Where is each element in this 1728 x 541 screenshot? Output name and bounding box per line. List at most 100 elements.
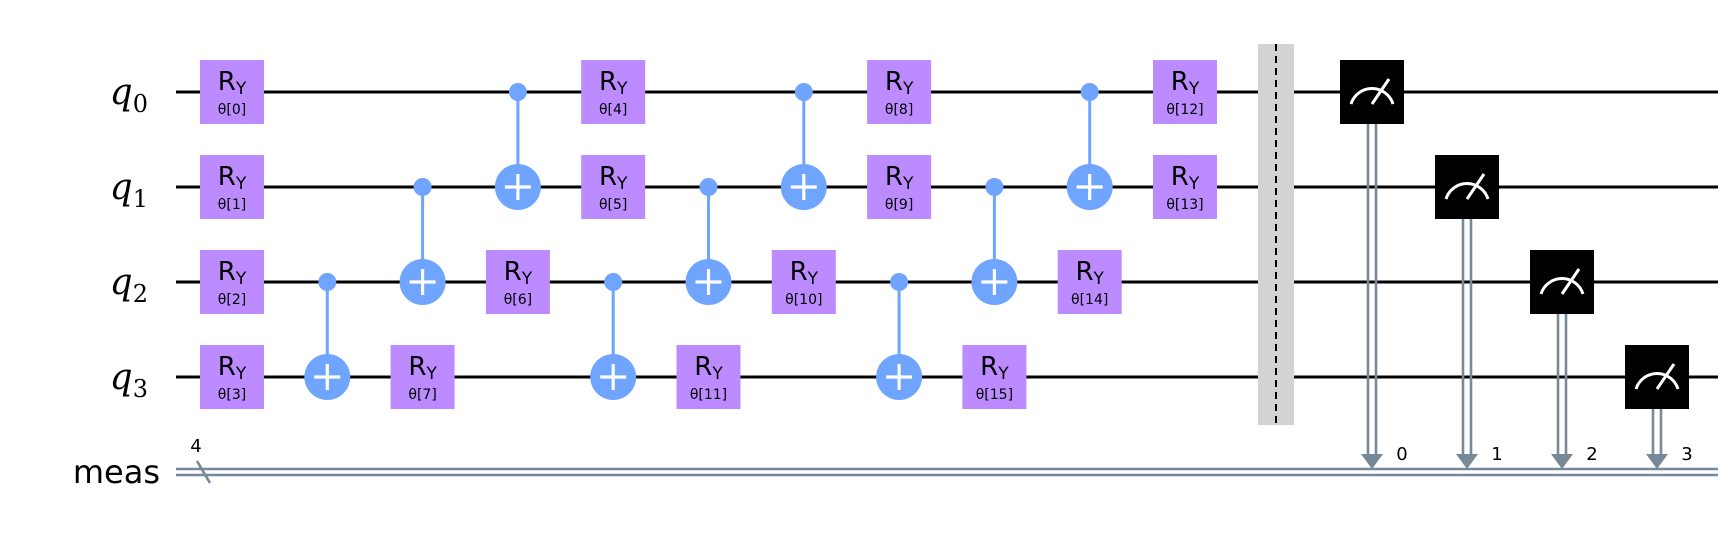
ry-gate: RYθ[4] [581,60,646,124]
barrier [1258,44,1294,425]
measure-box [1340,60,1404,124]
ry-gate-label-main: R [1171,162,1189,192]
ry-gate-param: θ[9] [885,197,913,213]
ry-gate: RYθ[10] [771,250,836,314]
cx-gates [304,83,1113,400]
ry-gate-box [485,250,550,314]
cx-control-dot [890,273,909,291]
ry-gate-label: RY [218,67,247,99]
ry-gate: RYθ[15] [962,345,1027,409]
ry-gate-param: θ[6] [504,292,532,308]
ry-gate-label-sub: Y [235,174,247,194]
qubit-label-name: q [110,167,133,208]
barrier-shade [1258,44,1294,425]
ry-gate-label: RY [218,352,247,384]
cx-control-dot [699,178,718,196]
ry-gate-label-sub: Y [616,79,628,99]
classical-register-label: meas [73,453,160,491]
measure-arrow [1646,454,1668,469]
ry-gate-param: θ[8] [885,102,913,118]
cx-gate [780,83,827,210]
cx-control-dot [794,83,813,101]
measure-gate: 0 [1340,60,1408,469]
meter-arc-icon [1444,182,1490,200]
cx-gate [590,273,637,400]
ry-gate-label-main: R [218,257,236,287]
ry-gate-label: RY [218,257,247,289]
cx-control-dot [413,178,432,196]
ry-gate-label-main: R [885,162,903,192]
measure-arrow [1551,454,1573,469]
ry-gates: RYθ[0]RYθ[1]RYθ[2]RYθ[3]RYθ[7]RYθ[6]RYθ[… [200,60,1217,409]
qubit-label-index: 0 [133,90,148,118]
ry-gate: RY θ[7] [390,345,455,409]
qubit-label-name: q [110,72,133,113]
ry-gate-label-main: R [218,67,236,97]
ry-gate: RYθ[9] [867,155,932,219]
cx-control-dot [508,83,527,101]
qubit-label: q0 [110,72,148,118]
cx-control-dot [985,178,1004,196]
ry-gate: RYθ[13] [1153,155,1217,219]
cx-gate [876,273,923,400]
ry-gate-box [390,345,455,409]
meter-arc-icon [1539,277,1585,295]
ry-gate-param: θ[7] [408,387,436,403]
qubit-label-name: q [110,262,133,303]
ry-gate-label-main: R [1171,67,1189,97]
meter-needle-icon [1560,268,1581,295]
ry-gate-label-sub: Y [1188,79,1200,99]
meter-arc-icon [1634,372,1680,390]
ry-gate-box [581,155,646,219]
ry-gate-param: θ[3] [218,387,246,403]
ry-gate: RYθ[14] [1057,250,1122,314]
ry-gate-label-sub: Y [997,364,1009,384]
ry-gate: RYθ[11] [676,345,741,409]
ry-gate-label: RY [599,67,628,99]
ry-gate-param: θ[10] [785,292,822,308]
ry-gate-label-main: R [599,162,617,192]
quantum-wires [176,90,1718,379]
ry-gate-box [200,60,264,124]
ry-gate-box [867,60,932,124]
ry-gate-label-main: R [885,67,903,97]
ry-gate-param: θ[11] [690,387,727,403]
classical-register: 4 [176,436,1718,484]
qubit-label-name: q [110,357,133,398]
qubit-label-index: 2 [133,280,148,308]
ry-gate: RYθ[6] [485,250,550,314]
ry-gate-label: RY [1075,257,1104,289]
measure-box [1625,345,1689,409]
qubit-label: q1 [110,167,148,213]
ry-gate-box [962,345,1027,409]
ry-gate-label-sub: Y [1093,269,1105,289]
ry-gate-box [200,345,264,409]
ry-gate-label: RY [408,352,437,384]
measure-clbit-label: 0 [1396,444,1407,465]
ry-gate-param: θ[4] [599,102,627,118]
cx-control-dot [604,273,623,291]
cx-gate [971,178,1018,305]
ry-gate-label-main: R [218,352,236,382]
ry-gate-param: θ[13] [1166,197,1203,213]
ry-gate: RY θ[0] [200,60,264,124]
ry-gate-param: θ[0] [218,102,246,118]
meter-arc-icon [1349,87,1395,105]
ry-gate-label-sub: Y [235,364,247,384]
ry-gate: RYθ[1] [200,155,264,219]
ry-gate-label-main: R [599,67,617,97]
ry-gate-box [867,155,932,219]
ry-gate-box [200,250,264,314]
meter-needle-icon [1465,173,1486,200]
ry-gate-param: θ[15] [976,387,1013,403]
measure-gate: 3 [1625,345,1693,469]
ry-gate-param: θ[12] [1166,102,1203,118]
ry-gate-label-sub: Y [1188,174,1200,194]
ry-gate-label-main: R [504,257,522,287]
ry-gate-label-sub: Y [235,269,247,289]
ry-gate-param: θ[1] [218,197,246,213]
measure-box [1435,155,1499,219]
ry-gate: RYθ[8] [867,60,932,124]
cx-gate [685,178,732,305]
